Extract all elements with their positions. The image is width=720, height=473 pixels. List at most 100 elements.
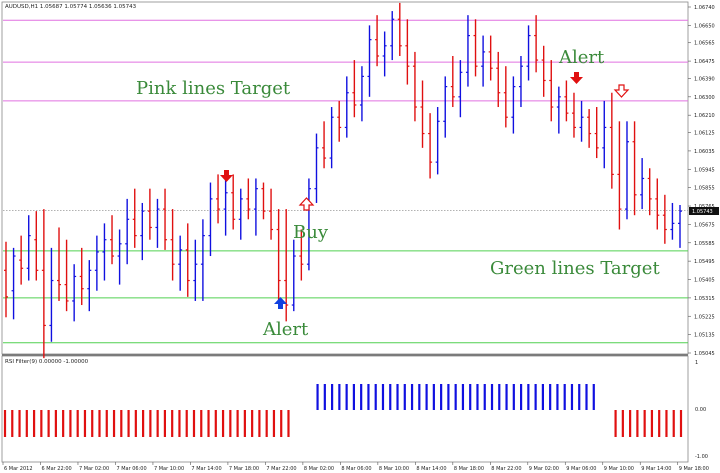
ohlc-bar	[238, 188, 243, 240]
time-tick-label: 7 Mar 06:00	[116, 466, 146, 472]
time-tick-label: 6 Mar 22:00	[41, 466, 71, 472]
ohlc-bar	[405, 19, 410, 85]
indicator-axis-mid: 0.00	[695, 407, 706, 413]
rsi-filter-bars	[3, 384, 683, 437]
time-tick-label: 9 Mar 14:00	[641, 466, 671, 472]
ohlc-bar	[587, 109, 592, 148]
ohlc-bar	[594, 107, 599, 159]
price-tick-label: 1.05495	[694, 259, 715, 265]
price-tick-label: 1.05315	[694, 296, 715, 302]
ohlc-bar	[678, 205, 682, 248]
time-tick-label: 9 Mar 18:00	[679, 466, 709, 472]
time-tick-label: 6 Mar 2012	[4, 466, 33, 472]
ohlc-bar	[496, 51, 501, 108]
ohlc-bar	[314, 133, 319, 203]
price-tick-label: 1.06475	[694, 59, 715, 65]
ohlc-bar	[344, 76, 349, 138]
ohlc-bar	[72, 264, 77, 322]
indicator-label: RSI Filter(9) 0.00000 -1.00000	[5, 359, 89, 365]
ohlc-bar	[503, 66, 508, 128]
buy-annotation: Buy	[293, 222, 329, 243]
ohlc-bar	[647, 168, 652, 216]
ohlc-bar	[337, 100, 342, 142]
ohlc-bar	[556, 86, 561, 134]
ohlc-bar	[193, 239, 198, 301]
price-tick-label: 1.06210	[694, 113, 715, 119]
ohlc-bar	[473, 19, 478, 77]
ohlc-bar	[632, 121, 637, 216]
ohlc-bar	[518, 55, 523, 108]
ohlc-bar	[299, 229, 304, 281]
main-chart-frame	[1, 1, 689, 355]
blue-up-arrow-icon	[274, 297, 287, 309]
time-tick-label: 8 Mar 10:00	[379, 466, 409, 472]
ohlc-bar	[231, 174, 236, 230]
ohlc-bar	[163, 188, 168, 250]
time-tick-label: 7 Mar 18:00	[229, 466, 259, 472]
time-tick-label: 8 Mar 22:00	[491, 466, 521, 472]
alert-bottom-annotation: Alert	[262, 319, 309, 340]
ohlc-bar	[170, 209, 175, 281]
ohlc-bar	[200, 219, 205, 301]
price-tick-label: 1.05945	[694, 167, 715, 173]
ohlc-bar	[291, 239, 296, 312]
ohlc-bar	[443, 76, 448, 138]
ohlc-bar	[549, 60, 554, 122]
price-tick-label: 1.06035	[694, 149, 715, 155]
ohlc-bar	[375, 15, 380, 67]
ohlc-bar	[564, 80, 569, 122]
ohlc-bar	[140, 202, 145, 261]
price-tick-label: 1.06565	[694, 41, 715, 47]
ohlc-bar	[57, 227, 62, 301]
pink-target-annotation: Pink lines Target	[136, 78, 291, 99]
ohlc-bar	[41, 209, 46, 359]
ohlc-bar	[269, 188, 274, 240]
ohlc-bar	[178, 235, 183, 291]
ohlc-bar	[117, 229, 122, 285]
ohlc-bar	[359, 66, 364, 122]
ohlc-bar	[34, 211, 39, 281]
alert-top-annotation: Alert	[558, 47, 605, 68]
ohlc-bar	[662, 194, 667, 244]
red-outline-up-arrow-icon	[298, 197, 315, 211]
ohlc-bar	[420, 80, 425, 148]
time-tick-label: 8 Mar 14:00	[416, 466, 446, 472]
ohlc-bar	[322, 121, 327, 169]
ohlc-bar	[276, 209, 281, 301]
time-tick-label: 9 Mar 10:00	[604, 466, 634, 472]
price-tick-label: 1.06300	[694, 95, 715, 101]
ohlc-bar	[526, 25, 531, 81]
ohlc-bar	[94, 235, 99, 291]
ohlc-bar	[640, 158, 645, 210]
ohlc-bar	[19, 235, 24, 285]
price-tick-label: 1.05855	[694, 186, 715, 192]
ohlc-bar	[511, 76, 516, 134]
price-tick-label: 1.05225	[694, 314, 715, 320]
ohlc-bar	[79, 247, 84, 306]
time-tick-label: 7 Mar 02:00	[79, 466, 109, 472]
ohlc-bar	[11, 247, 16, 320]
ohlc-bar	[609, 92, 614, 189]
ohlc-bar	[64, 239, 69, 312]
ohlc-bar	[481, 35, 486, 87]
price-tick-label: 1.05675	[694, 222, 715, 228]
ohlc-bar	[397, 2, 402, 56]
ohlc-bar	[488, 35, 493, 81]
red-down-arrow-icon	[220, 170, 233, 182]
target-lines	[3, 19, 688, 344]
price-axis: 1.06740 1.06650 1.06565 1.06475 1.06390 1.063…	[688, 5, 715, 357]
time-tick-label: 7 Mar 14:00	[191, 466, 221, 472]
ohlc-bar	[261, 182, 266, 220]
ohlc-bar	[329, 107, 334, 169]
indicator-axis-top: 1	[695, 360, 698, 366]
indicator-frame	[1, 355, 689, 463]
ohlc-bar	[390, 11, 395, 61]
red-down-arrow-icon	[570, 72, 583, 84]
time-tick-label: 7 Mar 10:00	[154, 466, 184, 472]
ohlc-bar	[352, 60, 357, 118]
time-tick-label: 8 Mar 18:00	[454, 466, 484, 472]
ohlc-bar	[579, 100, 584, 142]
time-tick-label: 7 Mar 22:00	[266, 466, 296, 472]
